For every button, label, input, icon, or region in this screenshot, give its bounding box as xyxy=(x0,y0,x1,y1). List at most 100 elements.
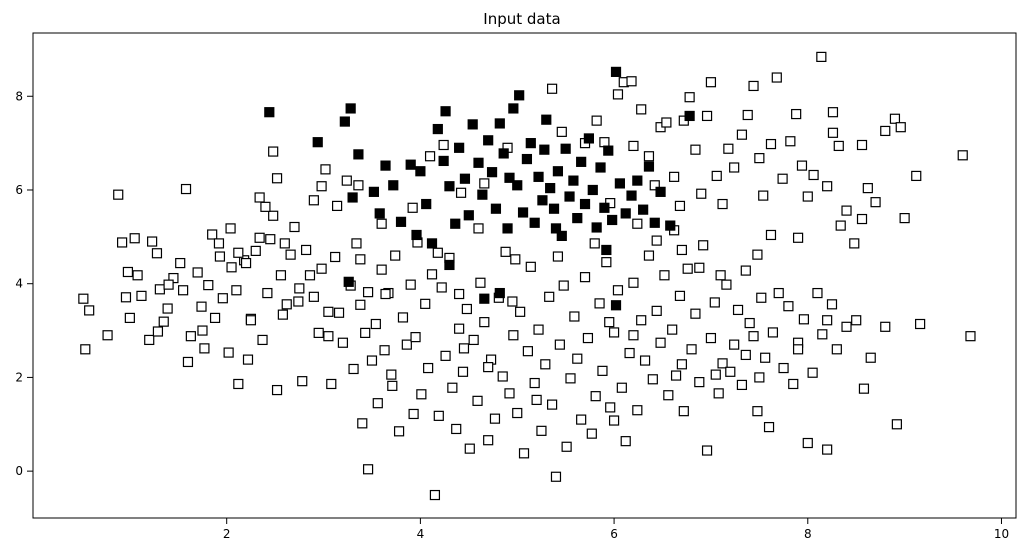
hollow-square-marker xyxy=(817,329,828,340)
filled-square-marker xyxy=(579,198,591,210)
hollow-square-marker xyxy=(268,210,279,221)
hollow-square-marker xyxy=(323,306,334,317)
hollow-square-marker xyxy=(254,232,265,243)
hollow-square-marker xyxy=(822,315,833,326)
hollow-square-marker xyxy=(856,139,868,151)
y-tick-label: 2 xyxy=(15,370,23,384)
filled-square-marker xyxy=(601,244,612,256)
hollow-square-marker xyxy=(536,425,547,436)
hollow-square-marker xyxy=(515,306,526,317)
hollow-square-marker xyxy=(736,129,748,140)
hollow-square-marker xyxy=(802,191,813,202)
filled-square-marker xyxy=(539,144,550,155)
hollow-square-marker xyxy=(271,173,283,184)
filled-square-marker xyxy=(603,145,614,156)
filled-square-marker xyxy=(421,198,432,210)
hollow-square-marker xyxy=(690,308,701,319)
filled-square-marker xyxy=(426,238,438,249)
hollow-square-marker xyxy=(612,89,624,100)
hollow-square-marker xyxy=(686,344,697,355)
hollow-square-marker xyxy=(696,188,707,199)
filled-square-marker xyxy=(626,190,637,201)
hollow-square-marker xyxy=(589,238,600,249)
filled-square-marker xyxy=(638,204,649,215)
hollow-square-marker xyxy=(124,312,135,324)
hollow-square-marker xyxy=(390,250,401,261)
hollow-square-marker xyxy=(432,247,443,258)
hollow-square-marker xyxy=(827,107,839,118)
hollow-square-marker xyxy=(518,448,530,459)
filled-square-marker xyxy=(649,217,660,228)
hollow-square-marker xyxy=(586,428,597,439)
filled-square-marker xyxy=(477,189,488,200)
filled-square-marker xyxy=(665,220,676,231)
hollow-square-marker xyxy=(729,339,740,350)
hollow-square-marker xyxy=(120,292,132,303)
hollow-square-marker xyxy=(599,137,610,148)
hollow-square-marker xyxy=(144,334,155,346)
hollow-square-marker xyxy=(231,285,242,296)
hollow-square-marker xyxy=(132,270,143,281)
hollow-square-marker xyxy=(376,264,387,275)
hollow-square-marker xyxy=(279,238,290,249)
hollow-square-marker xyxy=(669,171,680,182)
filled-square-marker xyxy=(440,106,451,117)
hollow-square-marker xyxy=(102,330,113,341)
hollow-square-marker xyxy=(710,369,721,380)
hollow-square-marker xyxy=(262,287,273,299)
hollow-square-marker xyxy=(767,327,779,338)
hollow-square-marker xyxy=(313,327,324,338)
filled-square-marker xyxy=(504,172,515,183)
hollow-square-marker xyxy=(748,331,759,342)
hollow-square-marker xyxy=(546,399,558,410)
hollow-square-marker xyxy=(582,332,594,344)
hollow-square-marker xyxy=(447,382,458,393)
hollow-square-marker xyxy=(223,347,234,358)
hollow-square-marker xyxy=(410,332,421,343)
hollow-square-marker xyxy=(454,288,465,300)
hollow-square-marker xyxy=(590,391,601,402)
hollow-square-marker xyxy=(792,232,804,243)
hollow-square-marker xyxy=(351,238,362,249)
hollow-square-marker xyxy=(226,262,237,273)
hollow-square-marker xyxy=(788,378,799,390)
hollow-square-marker xyxy=(597,365,608,376)
filled-square-marker xyxy=(620,208,631,219)
hollow-square-marker xyxy=(865,352,876,363)
filled-square-marker xyxy=(479,293,490,304)
hollow-square-marker xyxy=(366,355,378,366)
hollow-square-marker xyxy=(765,138,777,150)
filled-square-marker xyxy=(548,203,560,214)
hollow-square-marker xyxy=(213,238,225,249)
series-hollow-markers xyxy=(78,51,976,501)
filled-square-marker xyxy=(508,103,519,114)
filled-square-marker xyxy=(568,175,579,186)
hollow-square-marker xyxy=(752,249,763,260)
filled-square-marker xyxy=(599,202,610,213)
hollow-square-marker xyxy=(380,288,391,300)
hollow-square-marker xyxy=(129,233,140,244)
filled-square-marker xyxy=(525,138,536,149)
hollow-square-marker xyxy=(620,436,631,447)
hollow-square-marker xyxy=(684,92,695,103)
hollow-square-marker xyxy=(639,355,651,366)
filled-square-marker xyxy=(380,160,391,171)
filled-square-marker xyxy=(610,66,622,77)
hollow-square-marker xyxy=(330,251,341,263)
hollow-square-marker xyxy=(458,343,470,354)
hollow-square-marker xyxy=(265,234,276,245)
hollow-square-marker xyxy=(420,298,431,309)
hollow-square-marker xyxy=(715,270,726,281)
hollow-square-marker xyxy=(162,303,173,314)
filled-square-marker xyxy=(610,300,622,311)
hollow-square-marker xyxy=(754,153,765,164)
hollow-square-marker xyxy=(207,229,218,240)
filled-square-marker xyxy=(607,214,618,226)
hollow-square-marker xyxy=(608,327,620,338)
hollow-square-marker xyxy=(807,367,818,378)
hollow-square-marker xyxy=(802,437,813,449)
hollow-square-marker xyxy=(748,80,759,92)
filled-square-marker xyxy=(591,222,602,233)
filled-square-marker xyxy=(643,161,655,172)
